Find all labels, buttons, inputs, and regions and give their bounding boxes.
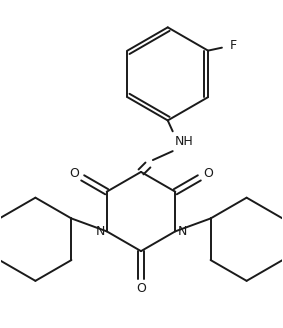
Text: F: F [230, 39, 237, 52]
Text: O: O [69, 167, 79, 179]
Text: N: N [177, 225, 187, 238]
Text: N: N [95, 225, 105, 238]
Text: O: O [136, 282, 146, 295]
Text: O: O [203, 167, 213, 179]
Text: NH: NH [175, 135, 193, 148]
